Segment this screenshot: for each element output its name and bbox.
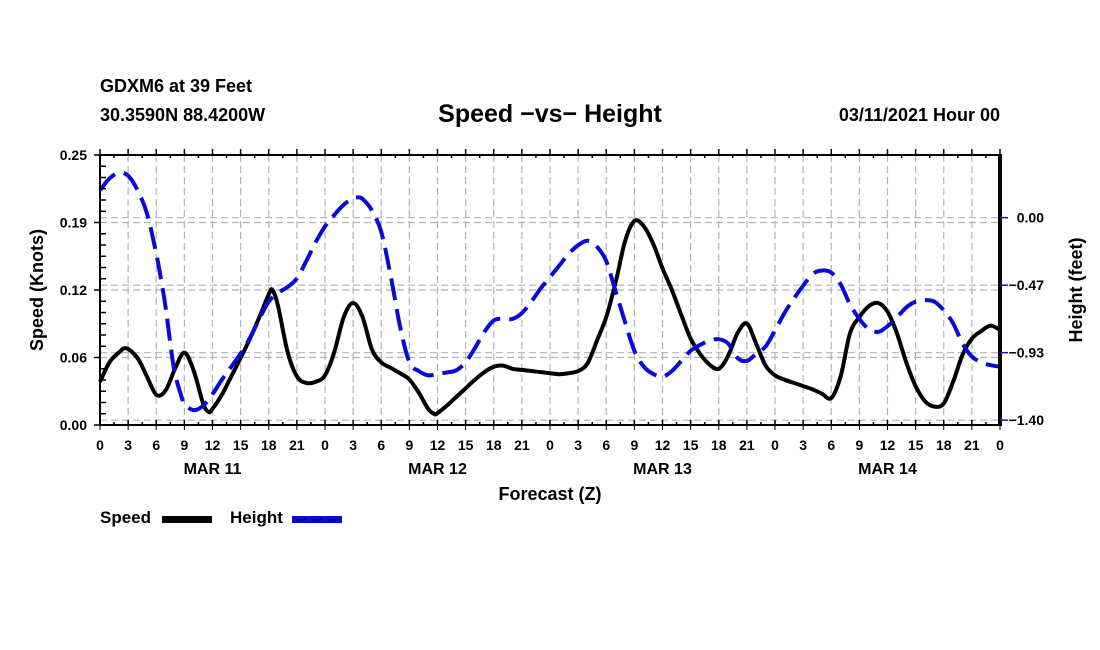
y-axis-title: Speed (Knots) [27, 229, 47, 351]
chart-title: Speed −vs− Height [438, 100, 662, 128]
x-tick-label: 21 [964, 437, 980, 453]
x-tick-label: 15 [458, 437, 474, 453]
x-tick-label: 3 [574, 437, 582, 453]
y2-tick-label: −0.93 [1009, 345, 1045, 361]
x-tick-label: 21 [739, 437, 755, 453]
x-tick-label: 0 [771, 437, 779, 453]
x-tick-label: 12 [655, 437, 671, 453]
x-tick-label: 18 [711, 437, 727, 453]
x-tick-label: 6 [377, 437, 385, 453]
legend-height-dash [312, 519, 322, 521]
grid-lines [100, 155, 1000, 426]
y-tick-label: 0.06 [60, 350, 87, 366]
y2-tick-label: 0.00 [1017, 210, 1044, 226]
day-label: MAR 14 [858, 461, 917, 478]
x-tick-label: 0 [96, 437, 104, 453]
day-label: MAR 13 [633, 461, 692, 478]
day-label: MAR 11 [184, 461, 242, 478]
y-tick-label: 0.00 [60, 417, 87, 433]
x-tick-label: 15 [683, 437, 699, 453]
x-tick-label: 0 [546, 437, 554, 453]
x-tick-label: 6 [602, 437, 610, 453]
speed-series-line [98, 218, 1001, 417]
x-tick-label: 0 [321, 437, 329, 453]
x-tick-label: 3 [124, 437, 132, 453]
x-tick-label: 12 [205, 437, 221, 453]
x-tick-label: 15 [233, 437, 249, 453]
x-tick-label: 3 [799, 437, 807, 453]
series-lines [98, 170, 1001, 417]
y2-tick-label: −0.47 [1009, 277, 1045, 293]
y-tick-label: 0.25 [60, 147, 87, 163]
x-tick-label: 6 [152, 437, 160, 453]
forecast-date-label: 03/11/2021 Hour 00 [838, 105, 1000, 125]
x-tick-label: 9 [405, 437, 413, 453]
x-tick-label: 9 [180, 437, 188, 453]
legend [162, 516, 342, 523]
x-tick-label: 18 [261, 437, 277, 453]
y2-tick-label: −1.40 [1009, 412, 1045, 428]
x-tick-label: 0 [996, 437, 1004, 453]
x-tick-label: 18 [936, 437, 952, 453]
y-tick-label: 0.12 [60, 282, 87, 298]
legend-height-dash [296, 519, 306, 521]
x-tick-label: 3 [349, 437, 357, 453]
x-tick-label: 15 [908, 437, 924, 453]
x-tick-label: 9 [855, 437, 863, 453]
day-label: MAR 12 [408, 461, 467, 478]
station-label: GDXM6 at 39 Feet [100, 76, 253, 96]
x-tick-label: 21 [514, 437, 530, 453]
x-tick-label: 12 [880, 437, 896, 453]
x-tick-label: 9 [630, 437, 638, 453]
axis-labels: 0 3 6 9 12 15 18 21 0 3 6 9 12 15 18 21 0 3 6 9 12 15 18 21 0 3 6 9… [27, 147, 1086, 504]
legend-height-dash [328, 519, 338, 521]
x-tick-label: 6 [827, 437, 835, 453]
height-series-line [98, 170, 1001, 413]
x-tick-label: 12 [430, 437, 446, 453]
legend-speed-swatch [162, 516, 212, 523]
x-tick-label: 18 [486, 437, 502, 453]
axes [94, 149, 1008, 430]
coordinates-label: 30.3590N 88.4200W [100, 105, 266, 125]
legend-speed-label: Speed [100, 508, 152, 527]
x-tick-label: 21 [289, 437, 305, 453]
legend-height-label: Height [230, 508, 283, 527]
y-tick-label: 0.19 [60, 215, 87, 231]
x-axis-title: Forecast (Z) [498, 484, 601, 504]
y2-axis-title: Height (feet) [1066, 238, 1086, 343]
